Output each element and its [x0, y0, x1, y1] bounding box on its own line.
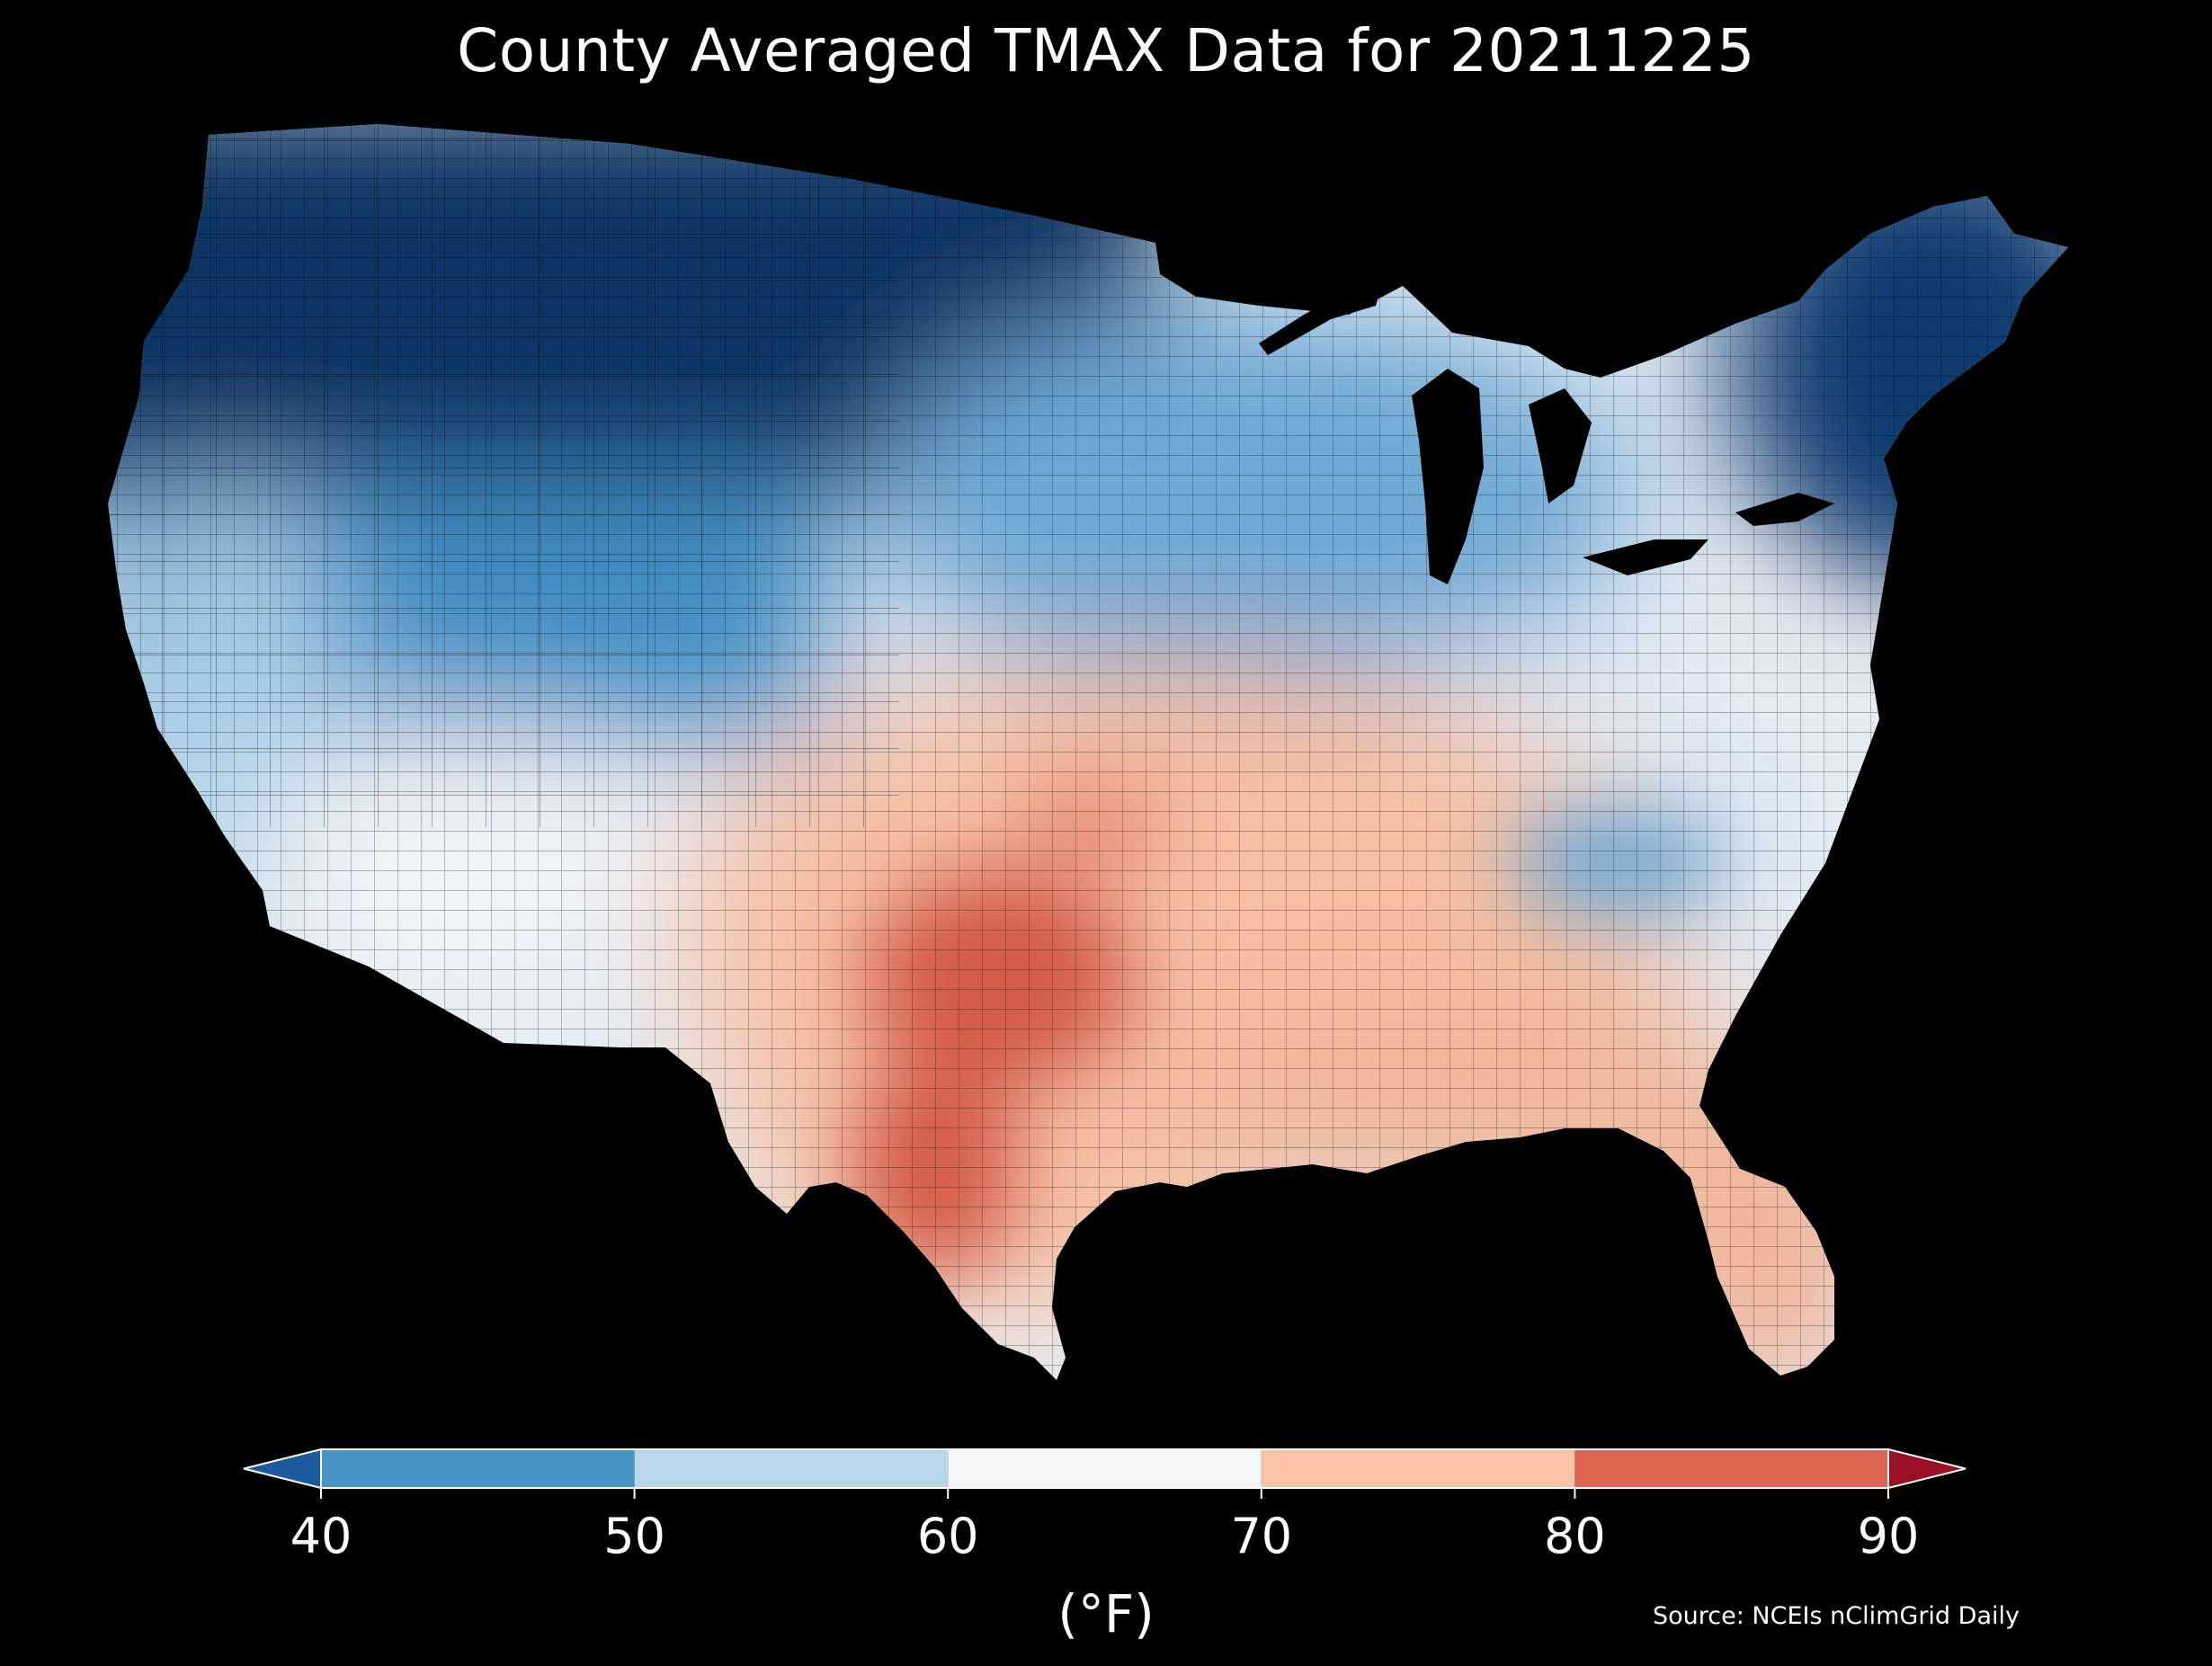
colorbar-tick-label: 80 — [1544, 1508, 1606, 1564]
colorbar-segment-60-70 — [948, 1449, 1262, 1488]
colorbar-extend-high — [1887, 1448, 1967, 1490]
source-note: Source: NCEIs nClimGrid Daily — [1653, 1602, 2020, 1630]
colorbar-tick-label: 90 — [1858, 1508, 1920, 1564]
lake-erie — [1583, 539, 1708, 575]
colorbar-tick-label: 40 — [290, 1508, 352, 1564]
colorbar-outline — [320, 1448, 1889, 1489]
colorbar-tick-label: 70 — [1230, 1508, 1292, 1564]
conus-choropleth-map — [108, 124, 2068, 1380]
colorbar-segment-80-90 — [1574, 1449, 1888, 1488]
colorbar-segment-70-80 — [1261, 1449, 1575, 1488]
colorbar-legend: 40 50 60 70 80 90 (°F) — [243, 1448, 1967, 1644]
colorbar-unit-label: (°F) — [1057, 1583, 1155, 1644]
great-lakes — [1259, 274, 1834, 584]
colorbar-tick-label: 60 — [917, 1508, 979, 1564]
colorbar-segment-50-60 — [634, 1449, 949, 1488]
lake-huron — [1529, 388, 1592, 503]
western-county-boundaries — [108, 124, 899, 827]
lake-superior — [1259, 274, 1385, 355]
colorbar-extend-low — [243, 1448, 322, 1490]
lake-michigan — [1412, 369, 1484, 584]
colorbar-tick-label: 50 — [603, 1508, 665, 1564]
colorbar-segment-40-50 — [321, 1449, 635, 1488]
map-title: County Averaged TMAX Data for 20211225 — [457, 16, 1755, 85]
lake-ontario — [1735, 493, 1834, 526]
